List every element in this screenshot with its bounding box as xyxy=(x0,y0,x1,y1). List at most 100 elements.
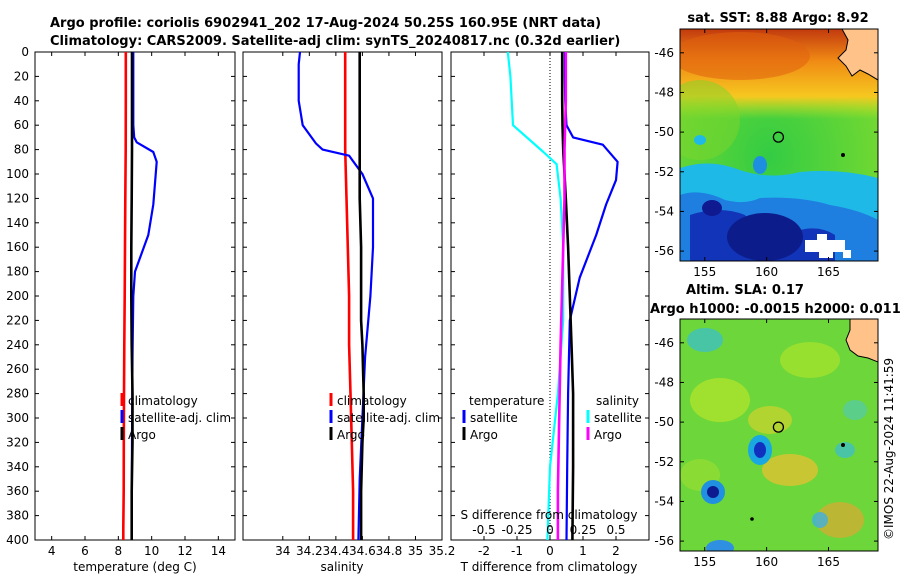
y-tick-label: 0 xyxy=(21,45,29,59)
sla-map: Altim. SLA: 0.17 Argo h1000: -0.0015 h20… xyxy=(650,283,900,569)
y-tick-label: 300 xyxy=(6,411,29,425)
series-line-salinity-satellite xyxy=(506,51,565,541)
x-tick-label: 6 xyxy=(81,544,89,558)
temperature-legend: climatology satellite-adj. clim Argo xyxy=(120,393,231,442)
x-tick-label: 34.8 xyxy=(376,544,403,558)
figure-title: Argo profile: coriolis 6902941_202 17-Au… xyxy=(50,16,601,31)
y-tick-label: 160 xyxy=(6,240,29,254)
y-tick-label: 40 xyxy=(14,94,29,108)
map-x-tick-label: 160 xyxy=(755,265,778,279)
s-tick-label: 0 xyxy=(546,523,554,537)
y-tick-label: 180 xyxy=(6,265,29,279)
x-tick-label: 14 xyxy=(211,544,226,558)
x-tick-label: 34.4 xyxy=(323,544,350,558)
legend-label-climatology: climatology xyxy=(337,394,407,408)
x-tick-label: 0 xyxy=(546,544,554,558)
y-tick-label: 100 xyxy=(6,167,29,181)
map-x-tick-label: 155 xyxy=(693,265,716,279)
y-tick-label: 360 xyxy=(6,484,29,498)
map-y-tick-label: -52 xyxy=(654,165,674,179)
y-tick-label: 80 xyxy=(14,143,29,157)
sla-map-frame xyxy=(679,318,879,552)
map-x-tick-label: 165 xyxy=(817,265,840,279)
x-tick-label: 2 xyxy=(612,544,620,558)
sst-map-frame xyxy=(679,28,879,262)
map-y-tick-label: -52 xyxy=(654,455,674,469)
legend-label-s-satellite: satellite xyxy=(594,411,642,425)
map-x-tick-label: 165 xyxy=(817,555,840,569)
salinity-legend: climatology satellite-adj. clim Argo xyxy=(329,393,440,442)
series-line-temperature-argo xyxy=(560,52,575,541)
map-y-tick-label: -50 xyxy=(654,125,674,139)
temperature-panel: 0 20 40 60 80 100 120 140 160 180 200 220 240 260 280 3… xyxy=(6,45,236,574)
series-line-climatology xyxy=(122,52,128,540)
map-y-tick-label: -56 xyxy=(654,244,674,258)
y-tick-label: 260 xyxy=(6,362,29,376)
sla-map-title: Altim. SLA: 0.17 xyxy=(686,283,804,298)
y-tick-label: 120 xyxy=(6,191,29,205)
sst-map: sat. SST: 8.88 Argo: 8.92 -46 -48 -50 -52 -5… xyxy=(654,11,879,279)
s-difference-xlabel: S difference from climatology xyxy=(461,508,638,522)
series-line-climatology xyxy=(343,52,355,540)
map-y-tick-label: -48 xyxy=(654,85,674,99)
difference-panel: -2 -1 0 1 2 -0.5 -0.25 0 0.25 0.5 S difference f… xyxy=(450,51,650,574)
series-line-satellite-adj-clim xyxy=(130,52,158,541)
s-tick-label: -0.5 xyxy=(472,523,495,537)
series-line-argo xyxy=(130,52,134,540)
y-tick-label: 140 xyxy=(6,216,29,230)
salinity-axes xyxy=(242,51,443,541)
map-y-tick-label: -46 xyxy=(654,336,674,350)
x-tick-label: 4 xyxy=(48,544,56,558)
y-tick-label: 220 xyxy=(6,313,29,327)
difference-legend: temperature satellite Argo salinity sate… xyxy=(462,394,642,442)
x-tick-label: 8 xyxy=(115,544,123,558)
map-y-tick-label: -54 xyxy=(654,494,674,508)
series-line-salinity-argo xyxy=(556,52,568,540)
series-line-argo xyxy=(358,52,365,540)
temperature-xlabel: temperature (deg C) xyxy=(73,560,196,574)
y-tick-label: 400 xyxy=(6,533,29,547)
salinity-panel: 34 34.2 34.4 34.6 34.8 35 35.2 salinity climat… xyxy=(242,51,456,574)
argo-position-marker xyxy=(772,421,785,433)
x-tick-label: -1 xyxy=(511,544,523,558)
sla-map-subtitle: Argo h1000: -0.0015 h2000: 0.011 xyxy=(650,302,900,317)
y-tick-label: 380 xyxy=(6,509,29,523)
map-y-tick-label: -50 xyxy=(654,415,674,429)
sst-map-title: sat. SST: 8.88 Argo: 8.92 xyxy=(687,11,868,26)
legend-label-s-argo: Argo xyxy=(594,428,622,442)
s-tick-label: -0.25 xyxy=(501,523,532,537)
sla-map-field xyxy=(680,319,878,551)
imos-watermark: ©IMOS 22-Aug-2024 11:41:59 xyxy=(882,358,896,540)
x-tick-label: -2 xyxy=(478,544,490,558)
map-y-tick-label: -56 xyxy=(654,534,674,548)
map-y-tick-label: -54 xyxy=(654,204,674,218)
y-tick-label: 240 xyxy=(6,338,29,352)
s-tick-label: 0.5 xyxy=(606,523,625,537)
argo-position-marker xyxy=(772,131,785,143)
figure-subtitle: Climatology: CARS2009. Satellite-adj cli… xyxy=(50,34,620,49)
legend-label-argo: Argo xyxy=(337,428,365,442)
legend-label-satellite: satellite-adj. clim xyxy=(337,411,440,425)
y-tick-label: 200 xyxy=(6,289,29,303)
y-tick-label: 320 xyxy=(6,435,29,449)
legend-label-t-satellite: satellite xyxy=(470,411,518,425)
y-tick-label: 20 xyxy=(14,69,29,83)
t-difference-xlabel: T difference from climatology xyxy=(460,560,638,574)
map-y-tick-label: -48 xyxy=(654,375,674,389)
legend-label-climatology: climatology xyxy=(128,394,198,408)
x-tick-label: 35.2 xyxy=(429,544,456,558)
x-tick-label: 34.2 xyxy=(296,544,323,558)
salinity-xlabel: salinity xyxy=(320,560,363,574)
map-x-tick-label: 160 xyxy=(755,555,778,569)
x-tick-label: 12 xyxy=(177,544,192,558)
legend-label-argo: Argo xyxy=(128,428,156,442)
sst-map-field xyxy=(680,29,878,261)
x-tick-label: 34 xyxy=(275,544,290,558)
map-x-tick-label: 155 xyxy=(693,555,716,569)
x-tick-label: 34.6 xyxy=(349,544,376,558)
s-tick-label: 0.25 xyxy=(570,523,597,537)
y-tick-label: 60 xyxy=(14,118,29,132)
x-tick-label: 1 xyxy=(579,544,587,558)
legend-label-t-argo: Argo xyxy=(470,428,498,442)
